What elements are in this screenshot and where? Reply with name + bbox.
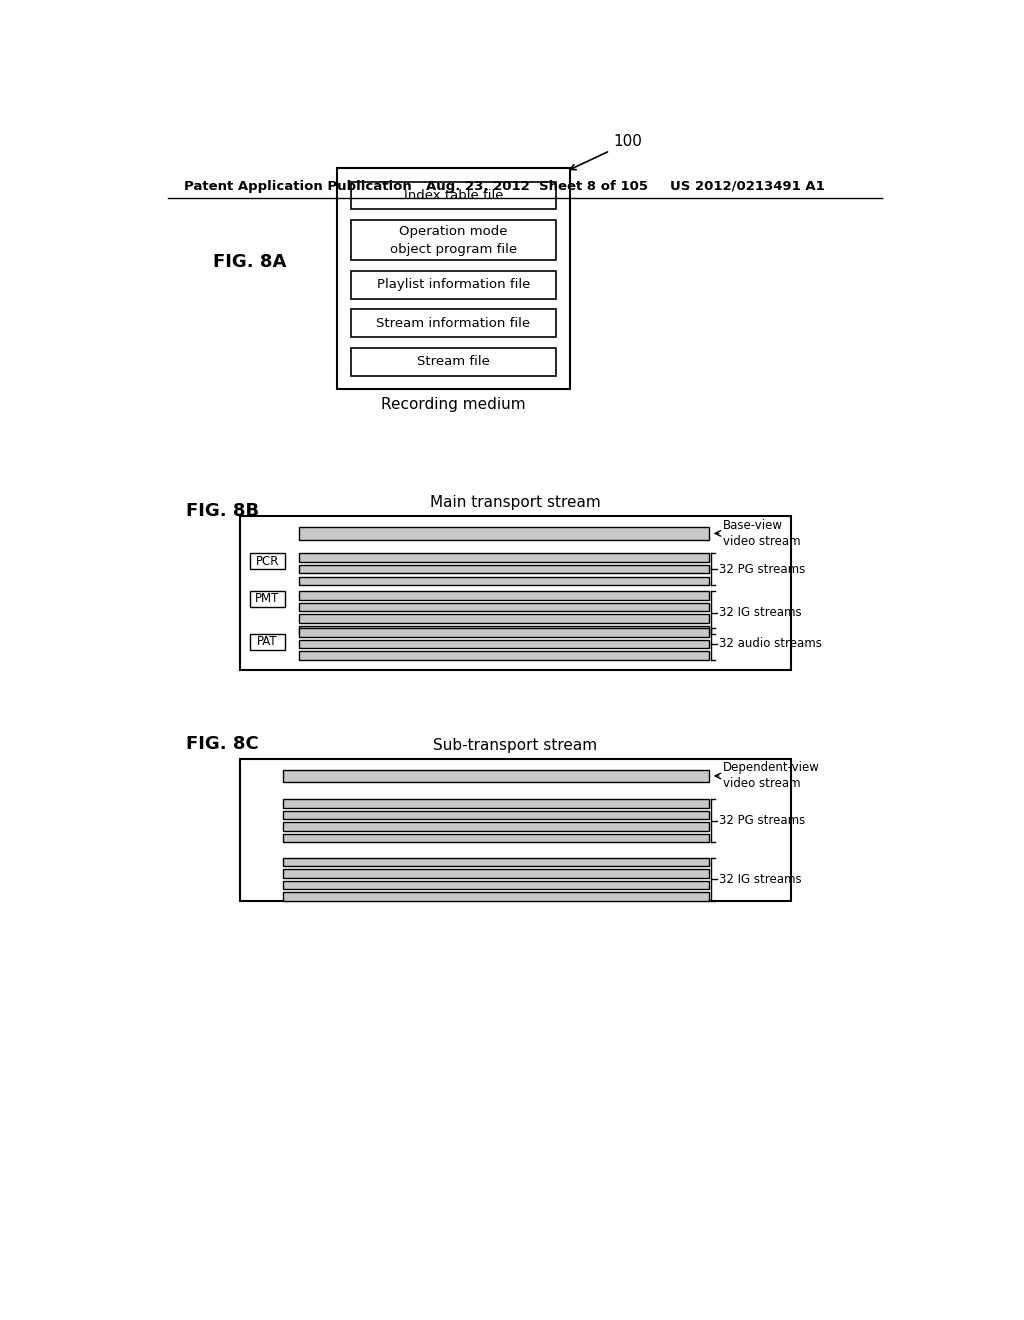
Text: 100: 100 [613, 135, 642, 149]
Text: PAT: PAT [257, 635, 278, 648]
Text: Aug. 23, 2012  Sheet 8 of 105: Aug. 23, 2012 Sheet 8 of 105 [426, 180, 648, 193]
Bar [351, 220, 556, 260]
Text: FIG. 8C: FIG. 8C [186, 735, 259, 752]
Bar [299, 553, 710, 562]
Text: Patent Application Publication: Patent Application Publication [183, 180, 412, 193]
Bar [299, 614, 710, 623]
Text: PCR: PCR [255, 554, 279, 568]
Bar [299, 577, 710, 585]
Text: 32 IG streams: 32 IG streams [719, 873, 801, 886]
Bar [283, 770, 710, 781]
Text: Main transport stream: Main transport stream [430, 495, 601, 510]
Text: 32 audio streams: 32 audio streams [719, 638, 821, 651]
Text: FIG. 8B: FIG. 8B [186, 502, 259, 520]
Bar [299, 651, 710, 660]
Text: 32 IG streams: 32 IG streams [719, 606, 801, 619]
Bar [337, 168, 569, 389]
Text: Stream file: Stream file [417, 355, 489, 368]
Bar [250, 635, 285, 649]
Bar [250, 591, 285, 607]
Bar [283, 799, 710, 808]
Text: US 2012/0213491 A1: US 2012/0213491 A1 [671, 180, 825, 193]
Bar [351, 309, 556, 337]
Text: Base-view
video stream: Base-view video stream [723, 519, 801, 548]
Bar [299, 527, 710, 540]
Bar [283, 810, 710, 818]
Text: Sub-transport stream: Sub-transport stream [433, 738, 598, 752]
Bar [241, 516, 791, 671]
Bar [351, 181, 556, 209]
Text: PMT: PMT [255, 593, 280, 606]
Bar [299, 603, 710, 611]
Bar [283, 869, 710, 878]
Bar [283, 822, 710, 830]
Text: Playlist information file: Playlist information file [377, 279, 530, 292]
Bar [299, 565, 710, 573]
Bar [351, 348, 556, 376]
Text: Dependent-view
video stream: Dependent-view video stream [723, 762, 820, 791]
Bar [283, 880, 710, 890]
Bar [283, 892, 710, 900]
Bar [299, 626, 710, 635]
Text: FIG. 8A: FIG. 8A [213, 253, 287, 272]
Bar [250, 553, 285, 569]
Text: Recording medium: Recording medium [381, 397, 525, 412]
Text: Stream information file: Stream information file [377, 317, 530, 330]
Bar [299, 628, 710, 636]
Bar [283, 858, 710, 866]
Text: Index table file: Index table file [403, 189, 503, 202]
Text: 32 PG streams: 32 PG streams [719, 814, 805, 828]
Bar [283, 834, 710, 842]
Bar [351, 271, 556, 298]
Text: Operation mode
object program file: Operation mode object program file [390, 224, 517, 256]
Text: 32 PG streams: 32 PG streams [719, 562, 805, 576]
Bar [299, 640, 710, 648]
Bar [241, 759, 791, 902]
Bar [299, 591, 710, 599]
